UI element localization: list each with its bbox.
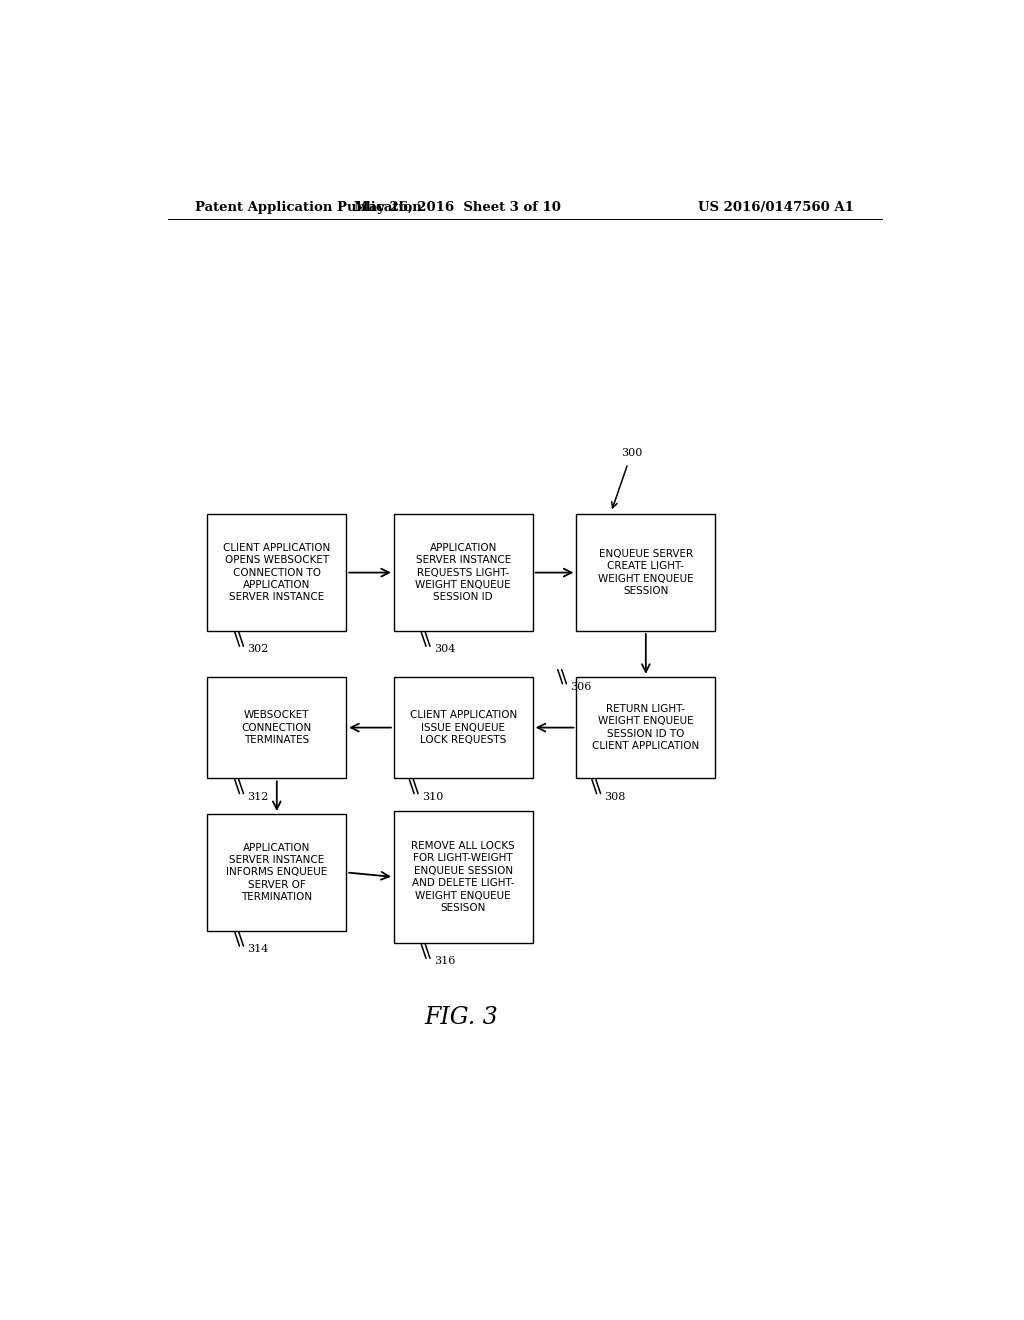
Text: 312: 312 — [248, 792, 269, 801]
Bar — [394, 810, 532, 942]
Text: RETURN LIGHT-
WEIGHT ENQUEUE
SESSION ID TO
CLIENT APPLICATION: RETURN LIGHT- WEIGHT ENQUEUE SESSION ID … — [592, 704, 699, 751]
Text: US 2016/0147560 A1: US 2016/0147560 A1 — [698, 201, 854, 214]
Text: May 26, 2016  Sheet 3 of 10: May 26, 2016 Sheet 3 of 10 — [354, 201, 561, 214]
Text: REMOVE ALL LOCKS
FOR LIGHT-WEIGHT
ENQUEUE SESSION
AND DELETE LIGHT-
WEIGHT ENQUE: REMOVE ALL LOCKS FOR LIGHT-WEIGHT ENQUEU… — [412, 841, 515, 913]
Bar — [394, 515, 532, 631]
Text: ENQUEUE SERVER
CREATE LIGHT-
WEIGHT ENQUEUE
SESSION: ENQUEUE SERVER CREATE LIGHT- WEIGHT ENQU… — [598, 549, 693, 597]
Bar — [207, 515, 346, 631]
Text: 308: 308 — [604, 792, 626, 801]
Text: APPLICATION
SERVER INSTANCE
INFORMS ENQUEUE
SERVER OF
TERMINATION: APPLICATION SERVER INSTANCE INFORMS ENQU… — [226, 842, 328, 903]
Text: 310: 310 — [422, 792, 443, 801]
Text: APPLICATION
SERVER INSTANCE
REQUESTS LIGHT-
WEIGHT ENQUEUE
SESSION ID: APPLICATION SERVER INSTANCE REQUESTS LIG… — [416, 543, 511, 602]
Bar — [577, 515, 716, 631]
Text: 304: 304 — [434, 644, 456, 655]
Text: FIG. 3: FIG. 3 — [424, 1006, 499, 1028]
Text: 306: 306 — [570, 682, 592, 692]
Text: 300: 300 — [622, 449, 643, 458]
Bar — [577, 677, 716, 779]
Text: CLIENT APPLICATION
ISSUE ENQUEUE
LOCK REQUESTS: CLIENT APPLICATION ISSUE ENQUEUE LOCK RE… — [410, 710, 517, 744]
Bar — [394, 677, 532, 779]
Bar — [207, 677, 346, 779]
Text: WEBSOCKET
CONNECTION
TERMINATES: WEBSOCKET CONNECTION TERMINATES — [242, 710, 312, 744]
Text: CLIENT APPLICATION
OPENS WEBSOCKET
CONNECTION TO
APPLICATION
SERVER INSTANCE: CLIENT APPLICATION OPENS WEBSOCKET CONNE… — [223, 543, 331, 602]
Text: 314: 314 — [248, 944, 269, 954]
Text: Patent Application Publication: Patent Application Publication — [196, 201, 422, 214]
Text: 316: 316 — [434, 956, 456, 966]
Bar — [207, 814, 346, 931]
Text: 302: 302 — [248, 644, 269, 655]
